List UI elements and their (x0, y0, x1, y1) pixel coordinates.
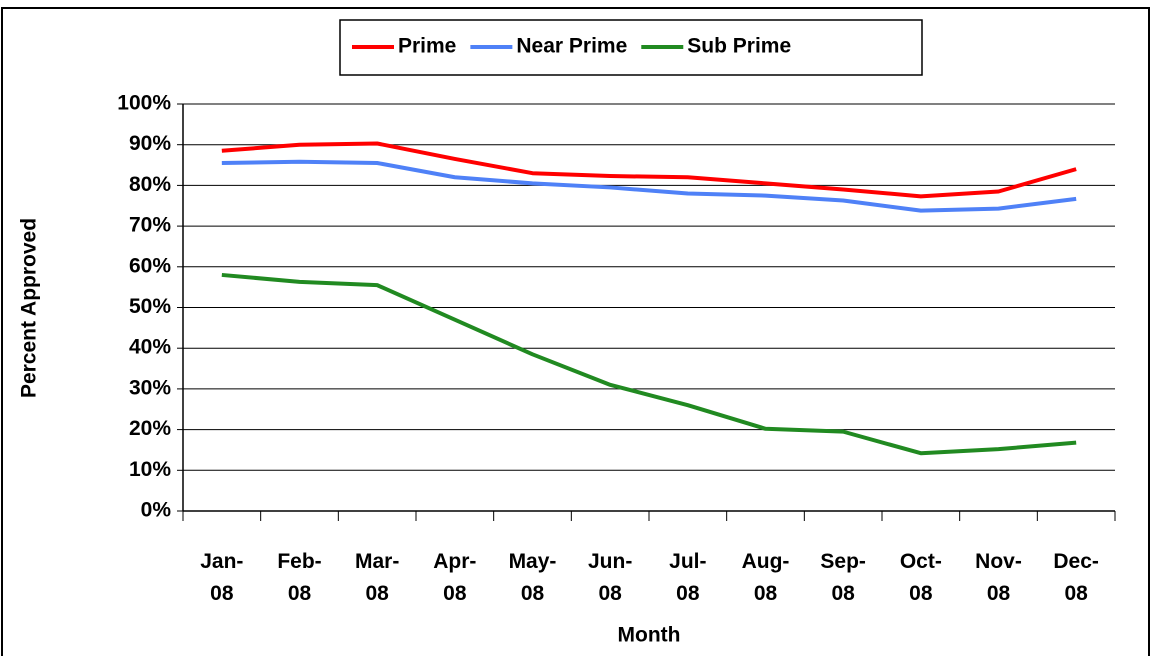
y-tick-label: 90% (129, 132, 171, 155)
y-tick-label: 60% (129, 254, 171, 277)
y-tick-label: 0% (141, 499, 172, 522)
y-tick-label: 70% (129, 214, 171, 237)
x-tick-label: Nov-08 (975, 550, 1022, 605)
y-tick-label: 20% (129, 417, 171, 440)
y-tick-label: 100% (117, 92, 171, 115)
legend-label: Near Prime (516, 35, 627, 58)
x-tick-label: Aug-08 (742, 550, 790, 605)
y-tick-label: 80% (129, 173, 171, 196)
x-tick-label: Jan-08 (200, 550, 243, 605)
chart-frame (1, 7, 1150, 661)
line-series (221, 272, 1077, 456)
x-tick-label: Apr-08 (433, 550, 476, 605)
y-tick-label: 40% (129, 336, 171, 359)
x-tick-label: Sep-08 (820, 550, 866, 605)
legend-box (339, 19, 923, 76)
x-tick-label: May-08 (509, 550, 557, 605)
x-tick-label: Mar-08 (355, 550, 399, 605)
x-tick-label: Dec-08 (1053, 550, 1099, 605)
y-tick-label: 50% (129, 295, 171, 318)
x-axis-label: Month (618, 624, 681, 647)
line-series (221, 159, 1077, 213)
x-tick-label: Oct-08 (900, 550, 942, 605)
y-tick-label: 30% (129, 376, 171, 399)
x-tick-label: Jun-08 (588, 550, 632, 605)
legend-label: Sub Prime (687, 35, 791, 58)
x-tick-label: Feb-08 (277, 550, 321, 605)
y-tick-label: 10% (129, 458, 171, 481)
legend-label: Prime (398, 35, 456, 58)
y-axis-label: Percent Approved (18, 218, 41, 398)
line-series (221, 141, 1077, 199)
x-tick-label: Jul-08 (669, 550, 706, 605)
